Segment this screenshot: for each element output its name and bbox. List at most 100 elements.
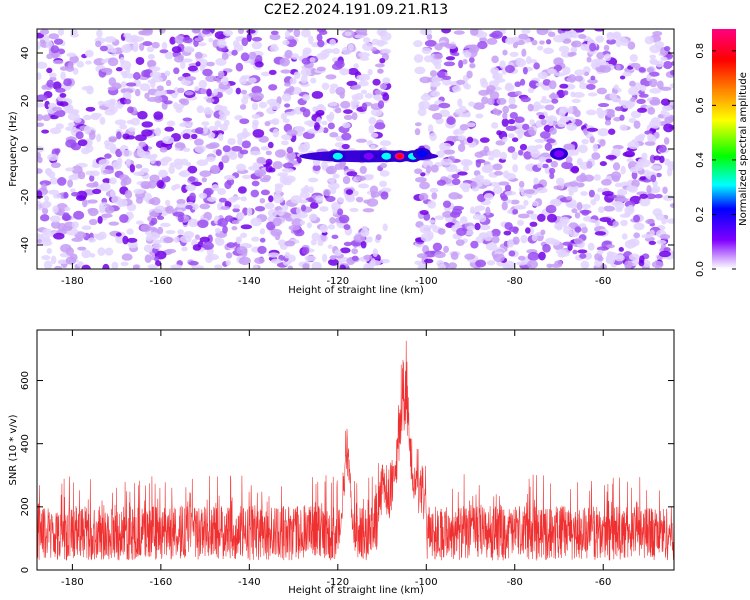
heatmap-cell xyxy=(341,132,352,141)
heatmap-cell xyxy=(562,241,573,246)
heatmap-cell xyxy=(177,87,185,94)
heatmap-cell xyxy=(340,247,351,254)
heatmap-cell xyxy=(539,40,545,45)
heatmap-cell xyxy=(325,195,336,203)
heatmap-cell xyxy=(322,253,328,263)
heatmap-cell xyxy=(99,116,106,125)
heatmap-cell xyxy=(523,199,529,206)
heatmap-cell xyxy=(470,240,479,249)
heatmap-cell xyxy=(440,142,452,150)
heatmap-cell xyxy=(122,235,129,245)
heatmap-cell xyxy=(102,178,111,184)
heatmap-cell xyxy=(382,92,390,101)
heatmap-cell xyxy=(527,103,534,112)
heatmap-cell xyxy=(361,102,368,111)
heatmap-cell xyxy=(133,188,145,194)
heatmap-cell xyxy=(280,112,287,120)
heatmap-cell xyxy=(621,233,628,240)
heatmap-cell xyxy=(342,122,351,129)
heatmap-cell xyxy=(359,56,370,61)
heatmap-cell xyxy=(151,41,160,49)
heatmap-cell xyxy=(218,109,231,117)
heatmap-cell xyxy=(225,259,231,266)
heatmap-cell xyxy=(332,47,340,55)
heatmap-cell xyxy=(343,114,353,121)
heatmap-cell xyxy=(599,65,612,73)
colorbar-gradient xyxy=(712,29,736,269)
heatmap-cell xyxy=(489,181,502,187)
heatmap-cell xyxy=(127,106,134,114)
heatmap-cell xyxy=(158,169,168,178)
heatmap-cell xyxy=(380,191,389,200)
heatmap-cell xyxy=(430,90,441,97)
heatmap-cell xyxy=(309,57,316,63)
heatmap-cell xyxy=(479,137,490,143)
heatmap-cell xyxy=(434,251,446,259)
heatmap-cell xyxy=(223,119,230,127)
heatmap-cell xyxy=(413,54,424,63)
heatmap-cell xyxy=(241,248,248,258)
heatmap-cell xyxy=(541,163,549,169)
heatmap-cell xyxy=(486,85,496,93)
heatmap-cell xyxy=(319,206,329,212)
heatmap-cell xyxy=(248,92,256,98)
heatmap-cell xyxy=(448,262,458,269)
heatmap-cell xyxy=(252,128,265,138)
heatmap-cell xyxy=(96,29,103,38)
heatmap-cell xyxy=(270,228,283,237)
heatmap-cell xyxy=(287,265,294,269)
heatmap-cell xyxy=(374,63,385,68)
heatmap-cell xyxy=(76,61,85,68)
heatmap-cell xyxy=(256,156,266,164)
heatmap-cell xyxy=(194,127,205,135)
heatmap-cell xyxy=(327,244,333,249)
heatmap-cell xyxy=(577,182,585,188)
heatmap-cell xyxy=(218,197,227,203)
heatmap-cell xyxy=(138,141,147,147)
heatmap-cell xyxy=(162,136,174,145)
heatmap-cell xyxy=(442,211,454,218)
heatmap-feature xyxy=(332,152,343,160)
heatmap-cell xyxy=(459,123,469,131)
heatmap-cell xyxy=(474,205,486,212)
heatmap-cell xyxy=(379,140,392,147)
heatmap-cell xyxy=(475,259,487,268)
heatmap-cell xyxy=(156,179,165,189)
heatmap-cell xyxy=(485,242,497,251)
heatmap-cell xyxy=(590,75,596,81)
heatmap-cell xyxy=(84,49,94,58)
heatmap-cell xyxy=(300,74,308,84)
heatmap-cell xyxy=(569,32,576,38)
heatmap-cell xyxy=(96,133,102,143)
heatmap-cell xyxy=(62,212,70,222)
heatmap-cell xyxy=(559,115,570,123)
heatmap-cell xyxy=(282,39,290,46)
heatmap-cell xyxy=(639,93,649,98)
heatmap-cell xyxy=(148,66,161,72)
heatmap-cell xyxy=(509,51,519,58)
heatmap-cell xyxy=(264,202,275,210)
heatmap-cell xyxy=(185,161,192,167)
heatmap-cell xyxy=(259,237,266,243)
heatmap-cell xyxy=(468,56,475,63)
heatmap-cell xyxy=(81,225,92,231)
heatmap-cell xyxy=(502,105,510,114)
snr-x-label: Height of straight line (km) xyxy=(288,585,424,596)
heatmap-cell xyxy=(560,29,572,32)
heatmap-cell xyxy=(633,222,645,231)
heatmap-cell xyxy=(501,118,509,127)
heatmap-cell xyxy=(574,69,585,76)
heatmap-cell xyxy=(605,257,616,265)
heatmap-cell xyxy=(588,218,597,223)
heatmap-cell xyxy=(182,37,193,44)
heatmap-cell xyxy=(239,76,248,85)
heatmap-cell xyxy=(101,58,108,64)
heatmap-cell xyxy=(594,219,600,227)
heatmap-cell xyxy=(526,145,538,153)
heatmap-cell xyxy=(260,146,270,151)
heatmap-cell xyxy=(199,203,211,210)
heatmap-cell xyxy=(603,44,610,52)
heatmap-cell xyxy=(611,148,621,157)
heatmap-cell xyxy=(614,182,622,188)
